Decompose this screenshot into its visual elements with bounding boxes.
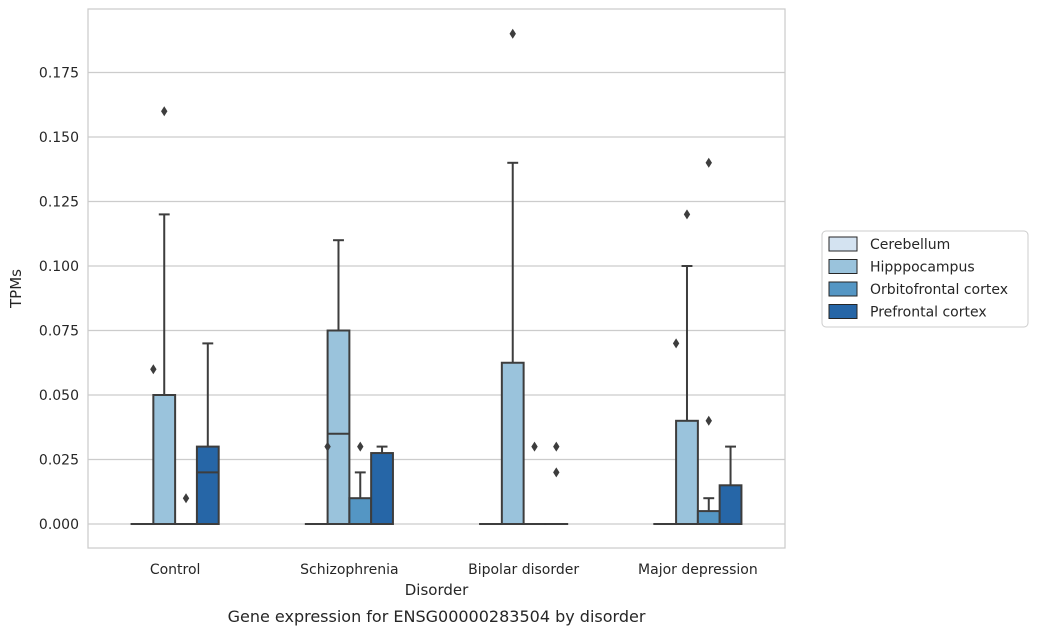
box-group [348,441,373,526]
outlier-point [553,467,560,478]
outlier-point [705,415,712,426]
x-tick-label: Schizophrenia [300,562,398,578]
legend-label: Orbitofrontal cortex [870,282,1008,298]
y-axis-label: TPMs [7,269,25,309]
legend-swatch [828,281,858,297]
legend-swatch [828,259,858,274]
outlier-point [683,209,691,220]
legend: Cerebellum Hipppocampus Orbitofrontal cort… [821,230,1029,328]
x-axis-ticks: Control Schizophrenia Bipolar disorder Majo… [150,562,758,578]
box-group [522,441,547,526]
box-rect [195,445,220,526]
outlier-point [161,106,168,117]
outlier-point [553,441,560,452]
box-group [326,239,351,525]
plot-frame [87,8,786,549]
box-rect [326,329,351,525]
box-rect [675,419,699,525]
box-rect [152,394,177,525]
outlier-point [531,441,538,452]
outlier-point [324,441,331,452]
outlier-point [150,364,157,375]
y-tick-label: 0.175 [39,66,79,82]
box-group [544,441,569,526]
box-group [370,445,394,525]
box-rect [348,497,373,526]
box-group [675,209,699,525]
x-tick-label: Control [150,562,201,578]
outlier-point [509,28,516,39]
outlier-point [705,157,712,168]
y-tick-label: 0.000 [39,517,79,533]
box-group [174,493,198,526]
x-tick-label: Major depression [638,562,758,578]
legend-swatch [828,304,858,319]
box-layer [130,28,743,526]
y-tick-label: 0.125 [39,195,79,211]
x-axis-label: Disorder [405,581,469,599]
chart-caption: Gene expression for ENSG00000283504 by d… [228,607,646,626]
legend-label: Cerebellum [870,237,950,253]
y-tick-label: 0.075 [39,324,79,340]
y-tick-label: 0.150 [39,130,79,146]
outlier-point [182,493,190,504]
box-rect [696,510,721,526]
outlier-point [357,441,364,452]
box-group [152,106,177,525]
box-group [696,415,721,526]
outlier-point [672,338,680,349]
legend-label: Hipppocampus [870,260,975,276]
y-tick-label: 0.100 [39,259,79,275]
y-tick-label: 0.050 [39,388,79,404]
x-tick-label: Bipolar disorder [468,562,579,578]
box-group [195,342,220,526]
box-rect [370,452,394,525]
legend-swatch [828,236,858,252]
legend-frame [821,230,1029,328]
box-rect [718,484,743,525]
box-group [718,445,743,525]
y-tick-label: 0.025 [39,453,79,469]
legend-label: Prefrontal cortex [870,305,987,321]
box-rect [500,361,525,525]
box-group [500,28,525,525]
y-axis-ticks: 0.000 0.025 0.050 0.075 0.100 0.125 0.150 0.175 [39,66,79,534]
